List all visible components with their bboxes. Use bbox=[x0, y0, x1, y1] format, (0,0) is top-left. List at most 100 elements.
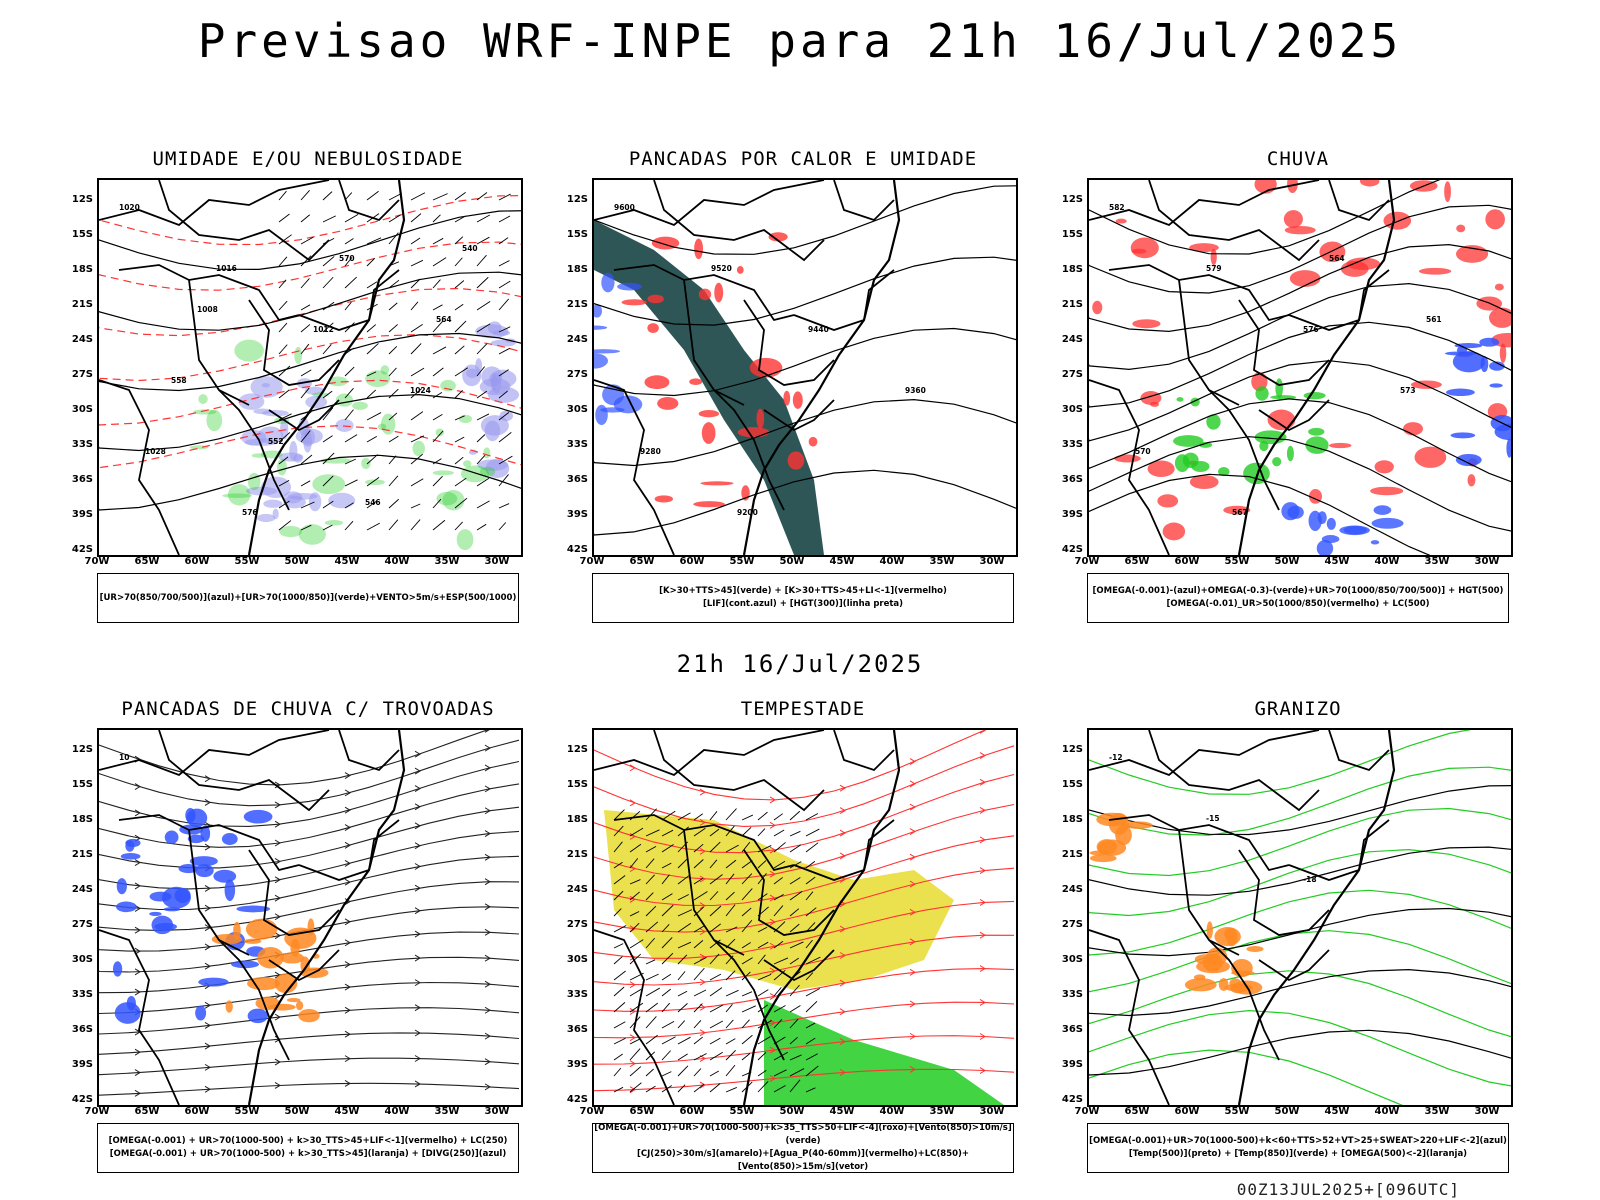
contour-label: 9200 bbox=[737, 508, 758, 517]
streamline-arrow bbox=[769, 894, 776, 902]
rain-area bbox=[1223, 505, 1251, 515]
wind-vector bbox=[677, 1003, 688, 1013]
longitude-label: 45W bbox=[1324, 1106, 1350, 1117]
longitude-label: 45W bbox=[829, 556, 855, 567]
wind-vector bbox=[366, 371, 377, 377]
humidity-area bbox=[304, 386, 325, 395]
omega-area bbox=[1454, 343, 1483, 349]
wind-vector bbox=[278, 456, 289, 465]
wind-vector bbox=[613, 1086, 624, 1093]
wind-vector bbox=[278, 479, 290, 487]
humidity-area bbox=[479, 378, 511, 396]
streamline-arrow bbox=[414, 930, 421, 938]
longitude-label: 50W bbox=[1274, 556, 1300, 567]
wind-vector bbox=[789, 984, 800, 997]
streamline-arrow bbox=[414, 750, 421, 758]
latitude-label: 24S bbox=[566, 884, 588, 895]
border-line bbox=[158, 730, 330, 812]
latitude-label: 27S bbox=[566, 919, 588, 930]
border-line bbox=[743, 849, 835, 936]
latitude-label: 24S bbox=[566, 334, 588, 345]
humidity-area bbox=[296, 378, 312, 389]
wind-vector bbox=[773, 905, 784, 917]
wind-vector bbox=[498, 280, 511, 289]
rain-area bbox=[1283, 210, 1303, 229]
streamline-arrow bbox=[344, 878, 351, 886]
severe-instability-area bbox=[714, 282, 724, 303]
wind-vector bbox=[693, 1003, 703, 1013]
latitude-label: 30S bbox=[1061, 404, 1083, 415]
wind-vector bbox=[773, 877, 783, 885]
longitude-label: 60W bbox=[184, 1106, 210, 1117]
map-canvas bbox=[594, 730, 1015, 1105]
border-line bbox=[368, 269, 400, 321]
wind-vector bbox=[645, 987, 661, 997]
forecast-map: 10 bbox=[97, 728, 523, 1107]
wind-vector bbox=[410, 435, 425, 443]
streamline-arrow bbox=[134, 1069, 141, 1077]
wind-vector bbox=[432, 498, 442, 509]
wind-vector bbox=[645, 858, 655, 869]
streamline-arrow bbox=[344, 1080, 351, 1087]
omega-area bbox=[1316, 540, 1334, 555]
longitude-label: 40W bbox=[384, 1106, 410, 1117]
omega-area bbox=[1206, 947, 1228, 966]
wind-vector bbox=[773, 957, 789, 965]
humidity-area bbox=[256, 513, 276, 523]
omega-area bbox=[1326, 517, 1336, 530]
humidity-low-area bbox=[365, 370, 391, 388]
wind-vector bbox=[741, 971, 751, 981]
wind-vector bbox=[773, 829, 785, 837]
contour-label: 1016 bbox=[216, 264, 237, 273]
longitude-label: 35W bbox=[1424, 1106, 1450, 1117]
lifted-index-contour bbox=[594, 325, 608, 330]
wind-vector bbox=[300, 343, 310, 355]
wind-vector bbox=[322, 524, 333, 531]
wind-vector bbox=[789, 908, 800, 917]
border-line bbox=[338, 180, 400, 222]
longitude-label: 70W bbox=[1074, 1106, 1100, 1117]
contour-label: 558 bbox=[171, 376, 187, 385]
latitude-label: 12S bbox=[71, 744, 93, 755]
border-line bbox=[763, 949, 835, 982]
wind-vector bbox=[388, 412, 398, 421]
wind-vector bbox=[661, 952, 674, 965]
streamline-arrow bbox=[484, 1006, 491, 1014]
streamline-arrow bbox=[484, 878, 491, 886]
wind-vector bbox=[661, 874, 670, 885]
wind-vector bbox=[388, 475, 399, 487]
streamline bbox=[99, 730, 489, 786]
streamline-arrow bbox=[484, 744, 491, 752]
thunderstorm-area bbox=[257, 946, 284, 969]
wind-vector bbox=[498, 193, 511, 201]
latitude-label: 18S bbox=[71, 814, 93, 825]
lifted-index-contour bbox=[595, 404, 608, 426]
rain-area bbox=[1162, 522, 1186, 541]
wind-vector bbox=[300, 524, 312, 531]
wind-vector bbox=[709, 1083, 721, 1093]
humidity-low-area bbox=[412, 440, 425, 457]
wind-vector bbox=[757, 1081, 769, 1093]
streamline-arrow bbox=[274, 1058, 281, 1066]
streamline-arrow bbox=[629, 1086, 636, 1094]
latitude-label: 12S bbox=[1061, 744, 1083, 755]
temp850-contour bbox=[1089, 848, 1511, 917]
latitude-label: 39S bbox=[1061, 509, 1083, 520]
wind-vector bbox=[432, 391, 443, 399]
streamline-arrow bbox=[484, 853, 491, 861]
longitude-label: 55W bbox=[234, 556, 260, 567]
wind-vector bbox=[410, 503, 421, 509]
divergence-area bbox=[198, 977, 229, 987]
border-line bbox=[1288, 864, 1360, 881]
streamline-arrow bbox=[484, 1032, 491, 1040]
latitude-label: 36S bbox=[71, 474, 93, 485]
wind-vector bbox=[454, 389, 463, 399]
wind-vector bbox=[741, 860, 753, 869]
divergence-area bbox=[149, 891, 172, 902]
wind-vector bbox=[410, 367, 425, 377]
divergence-area bbox=[213, 869, 237, 883]
streamline-arrow bbox=[699, 928, 706, 936]
longitude-label: 50W bbox=[284, 556, 310, 567]
wind-vector bbox=[661, 1071, 672, 1077]
streamline bbox=[594, 745, 1015, 827]
